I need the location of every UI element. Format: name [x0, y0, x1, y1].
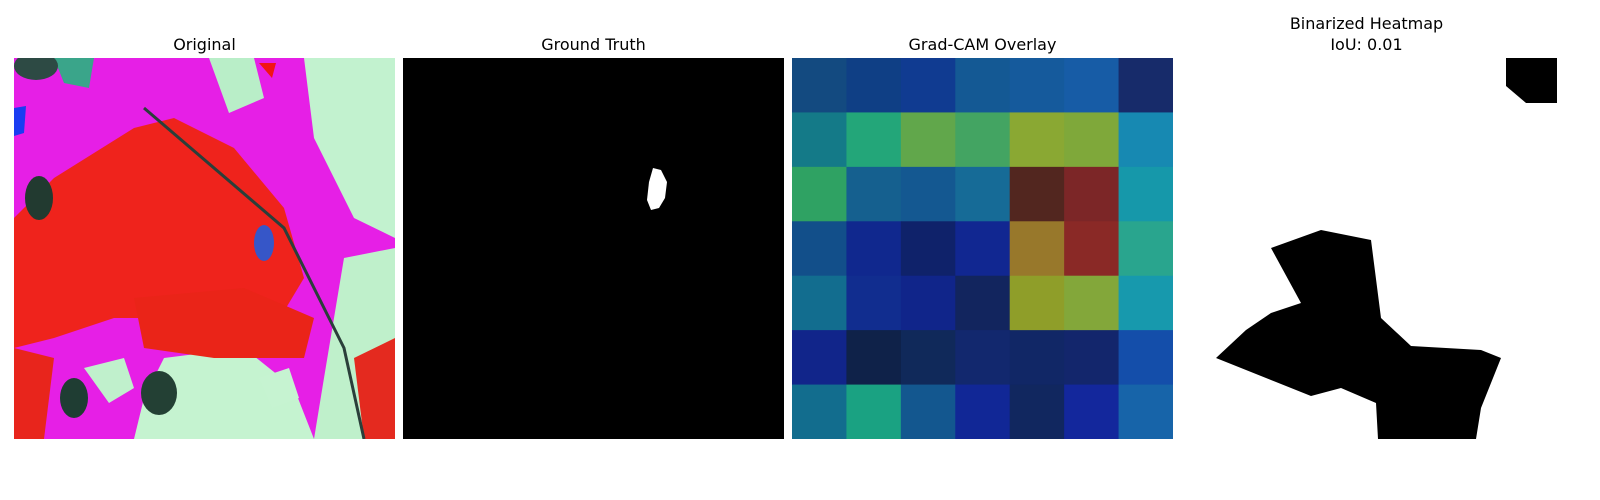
- gradcam-cell: [1118, 330, 1173, 386]
- gradcam-cell: [900, 58, 956, 113]
- gradcam-cell: [900, 330, 956, 386]
- binarized-heatmap: [1176, 58, 1557, 439]
- gradcam-cell: [955, 330, 1011, 386]
- ground-truth-title: Ground Truth: [541, 35, 646, 54]
- gradcam-cell: [846, 330, 902, 386]
- gradcam-cell: [1118, 58, 1173, 113]
- binarized-title: Binarized Heatmap: [1289, 14, 1444, 33]
- gradcam-cell: [1009, 384, 1065, 439]
- gradcam-cell: [792, 58, 847, 113]
- gradcam-title: Grad-CAM Overlay: [908, 35, 1057, 54]
- iou-label: IoU: 0.01: [1330, 35, 1403, 54]
- gradcam-cell: [1009, 221, 1065, 277]
- gradcam-cell: [792, 384, 847, 439]
- gradcam-cell: [1009, 275, 1065, 331]
- gradcam-cell: [900, 112, 956, 168]
- gradcam-cell: [792, 330, 847, 386]
- gradcam-cell: [1064, 112, 1120, 168]
- gradcam-cell: [846, 166, 902, 222]
- gradcam-cell: [1064, 221, 1120, 277]
- original-title: Original: [173, 35, 236, 54]
- original-image: [14, 58, 395, 439]
- gradcam-cell: [1118, 384, 1173, 439]
- gradcam-cell: [1118, 221, 1173, 277]
- gradcam-overlay: [792, 58, 1173, 439]
- gradcam-cell: [955, 58, 1011, 113]
- gradcam-cell: [846, 384, 902, 439]
- gradcam-cell: [846, 58, 902, 113]
- gradcam-cell: [955, 221, 1011, 277]
- gradcam-cell: [1009, 58, 1065, 113]
- gradcam-cell: [1009, 166, 1065, 222]
- gradcam-cell: [792, 166, 847, 222]
- gradcam-cell: [792, 275, 847, 331]
- gradcam-cell: [846, 221, 902, 277]
- gradcam-cell: [1118, 166, 1173, 222]
- ground-truth-mask: [403, 58, 784, 439]
- ground-truth-blob: [647, 168, 667, 210]
- gradcam-cell: [1009, 112, 1065, 168]
- gradcam-cell: [1064, 330, 1120, 386]
- gradcam-cell: [900, 384, 956, 439]
- gradcam-cell: [955, 275, 1011, 331]
- gradcam-cell: [792, 112, 847, 168]
- gradcam-cell: [955, 112, 1011, 168]
- gradcam-cell: [900, 275, 956, 331]
- gradcam-cell: [792, 221, 847, 277]
- gradcam-cell: [1064, 166, 1120, 222]
- gradcam-cell: [1118, 275, 1173, 331]
- gradcam-cell: [1009, 330, 1065, 386]
- gradcam-cell: [846, 275, 902, 331]
- gradcam-cell: [955, 166, 1011, 222]
- gradcam-cell: [1064, 384, 1120, 439]
- binarized-region-top: [1506, 58, 1557, 103]
- gradcam-cell: [955, 384, 1011, 439]
- gradcam-cell: [900, 166, 956, 222]
- gradcam-cell: [1118, 112, 1173, 168]
- binarized-region-main: [1216, 230, 1501, 439]
- gradcam-cell: [846, 112, 902, 168]
- gradcam-cell: [1064, 58, 1120, 113]
- gradcam-cell: [1064, 275, 1120, 331]
- gradcam-cell: [900, 221, 956, 277]
